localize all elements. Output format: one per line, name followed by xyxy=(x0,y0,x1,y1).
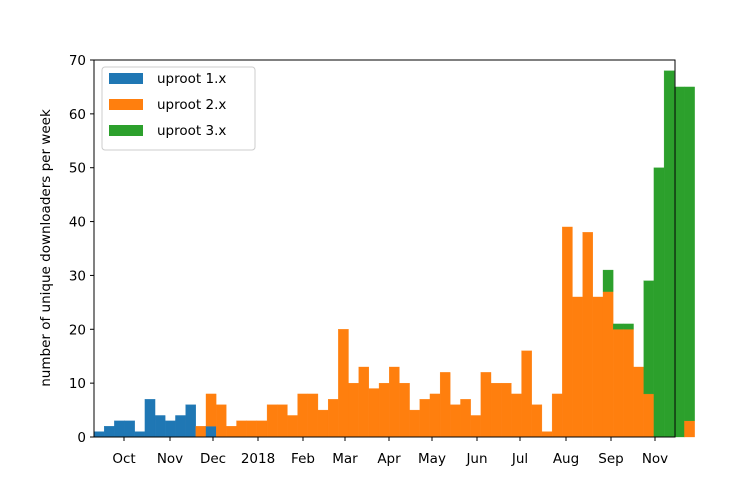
bar-uproot-2-x-28 xyxy=(378,382,390,438)
bar-uproot-2-x-40 xyxy=(501,382,512,438)
bar-uproot-2-x-11 xyxy=(205,393,217,427)
bar-uproot-2-x-37 xyxy=(470,415,481,438)
x-axis: Oct Nov Dec 2018 Feb Mar Apr May Jun Jul Aug Sep Nov xyxy=(112,437,668,467)
bar-uproot-2-x-49 xyxy=(592,296,604,438)
bar-uproot-2-x-27 xyxy=(368,388,380,438)
bar-uproot-2-x-47 xyxy=(572,296,583,438)
bar-uproot-1-x-7 xyxy=(165,420,176,438)
bar-uproot-2-x-24 xyxy=(338,329,349,438)
bar-uproot-2-x-23 xyxy=(327,399,339,438)
bar-uproot-2-x-51 xyxy=(613,329,624,438)
x-tick-label: Jul xyxy=(511,451,528,467)
y-tick-label: 40 xyxy=(69,215,86,231)
bar-uproot-2-x-48 xyxy=(582,232,593,438)
bar-uproot-2-x-39 xyxy=(490,382,502,438)
bar-uproot-2-x-20 xyxy=(297,393,308,438)
bar-uproot-2-x-10 xyxy=(195,426,207,438)
bar-uproot-2-x-31 xyxy=(409,409,420,438)
x-tick-label: Mar xyxy=(332,451,358,467)
bar-uproot-2-x-15 xyxy=(246,420,258,438)
x-tick-label: Apr xyxy=(377,451,401,467)
x-tick-label: Jun xyxy=(465,451,487,467)
bar-uproot-2-x-46 xyxy=(562,226,573,438)
bar-uproot-1-x-4 xyxy=(134,431,146,438)
bar-uproot-2-x-17 xyxy=(266,404,278,438)
y-axis: 0 10 20 30 40 50 60 70 xyxy=(69,53,94,446)
legend-swatch xyxy=(109,99,143,110)
bar-uproot-1-x-0 xyxy=(93,431,105,438)
bar-uproot-2-x-12 xyxy=(216,404,227,438)
bar-uproot-2-x-43 xyxy=(531,404,543,438)
x-tick-label: Nov xyxy=(642,451,668,467)
bar-uproot-2-x-41 xyxy=(511,393,522,438)
legend-label: uproot 1.x xyxy=(157,71,226,87)
y-axis-label: number of unique downloaders per week xyxy=(38,109,54,387)
bar-uproot-1-x-2 xyxy=(114,420,125,438)
bar-uproot-3-x-51 xyxy=(613,323,624,330)
x-tick-label: Aug xyxy=(553,451,579,467)
x-tick-label: Oct xyxy=(112,451,135,467)
bar-uproot-2-x-19 xyxy=(287,415,298,438)
bar-uproot-2-x-34 xyxy=(439,372,451,438)
x-tick-label: Nov xyxy=(157,451,183,467)
bar-uproot-1-x-11 xyxy=(205,426,217,438)
bar-uproot-2-x-21 xyxy=(307,393,319,438)
legend-label: uproot 3.x xyxy=(157,123,226,139)
bar-uproot-3-x-50 xyxy=(602,269,614,292)
bar-uproot-2-x-53 xyxy=(633,366,644,438)
bar-uproot-2-x-58 xyxy=(684,420,695,438)
bar-uproot-2-x-50 xyxy=(602,291,614,438)
legend-swatch xyxy=(109,73,143,84)
y-tick-label: 30 xyxy=(69,268,86,284)
bar-uproot-1-x-9 xyxy=(185,404,196,438)
bar-uproot-2-x-54 xyxy=(643,393,655,438)
bar-uproot-2-x-29 xyxy=(389,366,400,438)
bar-uproot-1-x-8 xyxy=(175,415,186,438)
bar-uproot-2-x-36 xyxy=(460,399,471,438)
bars-group xyxy=(93,70,695,438)
bar-uproot-2-x-14 xyxy=(236,420,247,438)
x-tick-label: Feb xyxy=(291,451,315,467)
bar-uproot-2-x-25 xyxy=(348,382,359,438)
bar-uproot-2-x-38 xyxy=(480,372,492,438)
bar-uproot-2-x-44 xyxy=(541,431,553,438)
bar-uproot-1-x-3 xyxy=(124,420,135,438)
bar-uproot-2-x-22 xyxy=(317,409,329,438)
bar-uproot-3-x-52 xyxy=(623,323,634,330)
x-tick-label: May xyxy=(418,451,446,467)
bar-uproot-3-x-56 xyxy=(663,70,675,438)
bar-uproot-3-x-54 xyxy=(643,280,655,395)
bar-uproot-2-x-13 xyxy=(226,426,237,438)
bar-uproot-3-x-58 xyxy=(684,86,695,421)
bar-uproot-2-x-26 xyxy=(358,366,370,438)
bar-uproot-2-x-16 xyxy=(256,420,268,438)
bar-uproot-2-x-33 xyxy=(429,393,441,438)
plot-frame xyxy=(93,59,676,438)
y-tick-label: 20 xyxy=(69,322,86,338)
x-tick-label: Dec xyxy=(200,451,226,467)
bar-uproot-2-x-42 xyxy=(521,350,532,438)
y-tick-label: 50 xyxy=(69,161,86,177)
legend: uproot 1.x uproot 2.x uproot 3.x xyxy=(101,66,256,151)
bar-uproot-3-x-55 xyxy=(653,167,665,438)
bar-uproot-2-x-32 xyxy=(419,399,431,438)
y-tick-label: 10 xyxy=(69,376,86,392)
bar-uproot-1-x-5 xyxy=(144,399,156,438)
legend-swatch xyxy=(109,125,143,136)
bar-uproot-2-x-52 xyxy=(623,329,634,438)
bar-uproot-2-x-18 xyxy=(277,404,288,438)
bar-uproot-2-x-35 xyxy=(450,404,461,438)
y-tick-label: 60 xyxy=(69,107,86,123)
bar-uproot-2-x-45 xyxy=(551,393,563,438)
y-tick-label: 0 xyxy=(77,430,86,446)
x-tick-label: 2018 xyxy=(241,451,275,467)
bar-uproot-2-x-30 xyxy=(399,382,410,438)
bar-uproot-1-x-1 xyxy=(104,426,115,438)
bar-uproot-1-x-6 xyxy=(154,415,166,438)
y-tick-label: 70 xyxy=(69,53,86,69)
bar-uproot-3-x-57 xyxy=(674,86,685,438)
x-tick-label: Sep xyxy=(598,451,623,467)
legend-label: uproot 2.x xyxy=(157,97,226,113)
